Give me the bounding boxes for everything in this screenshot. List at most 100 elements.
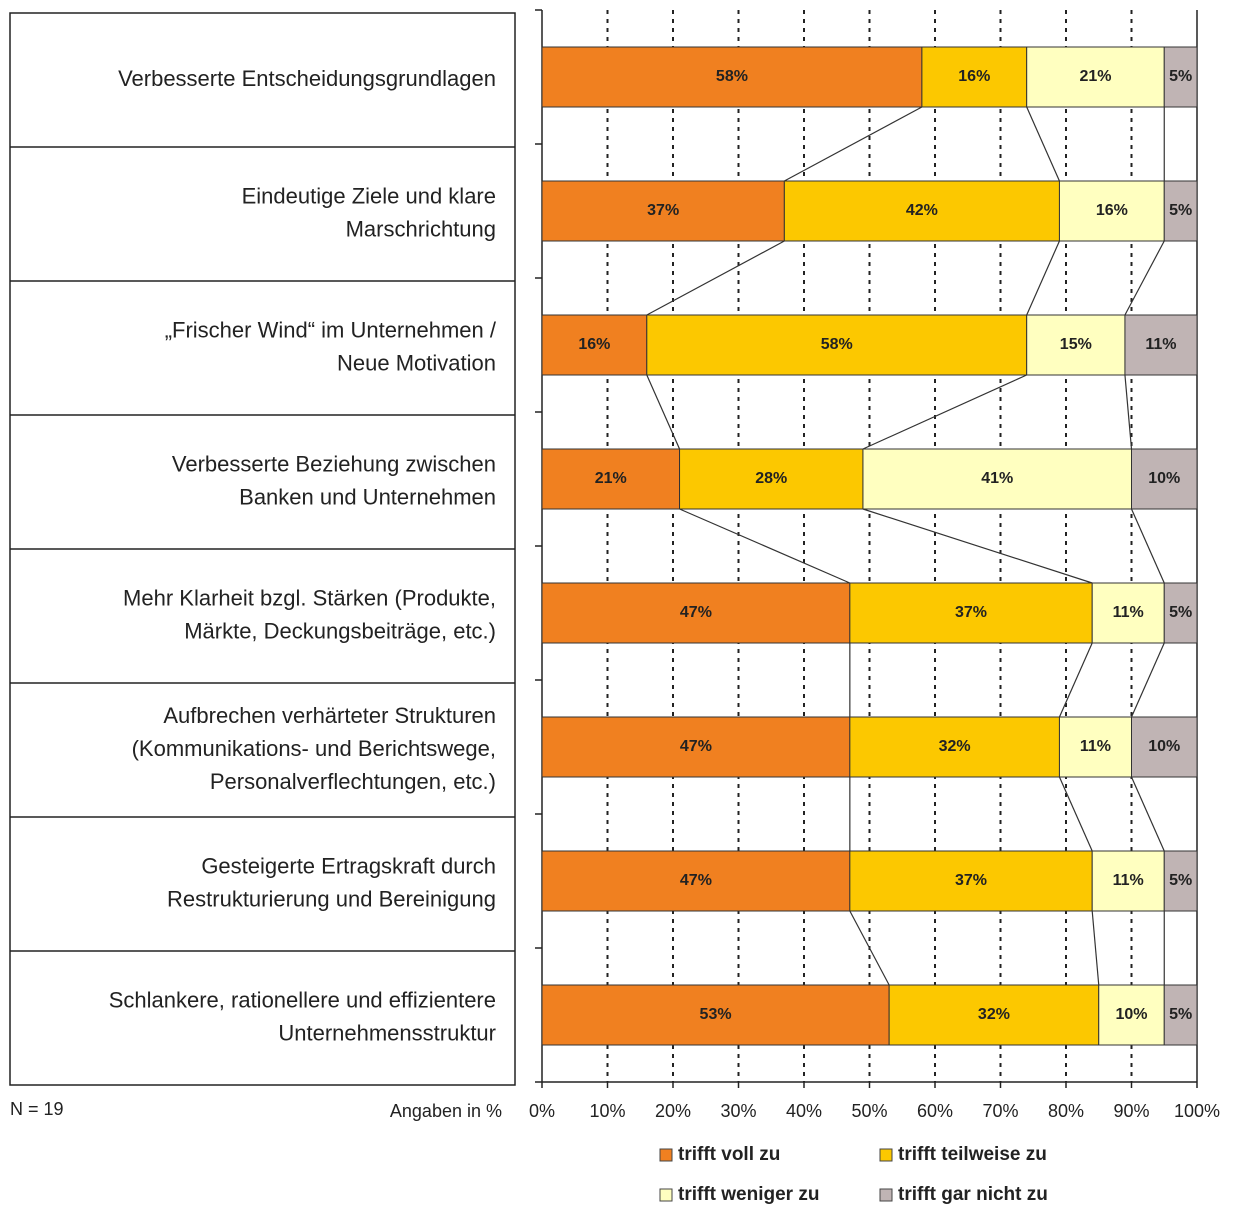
bar-segment bbox=[541, 46, 923, 108]
x-tick-label: 100% bbox=[1174, 1101, 1220, 1121]
bar-segment bbox=[541, 850, 851, 912]
bar-segment bbox=[541, 180, 785, 242]
bar-segment bbox=[1058, 180, 1165, 242]
value-label: 28% bbox=[755, 470, 787, 487]
connector-line bbox=[1124, 240, 1165, 316]
bar-segment bbox=[646, 314, 1028, 376]
value-label: 41% bbox=[981, 470, 1013, 487]
x-tick-label: 60% bbox=[917, 1101, 953, 1121]
category-label: Aufbrechen verhärteter Strukturen bbox=[163, 703, 496, 728]
category-label: „Frischer Wind“ im Unternehmen / bbox=[165, 317, 497, 342]
value-label: 37% bbox=[647, 202, 679, 219]
category-label: Unternehmensstruktur bbox=[278, 1020, 496, 1045]
connector-line bbox=[646, 374, 681, 450]
value-label: 47% bbox=[680, 604, 712, 621]
value-label: 16% bbox=[1096, 202, 1128, 219]
value-label: 5% bbox=[1169, 1006, 1192, 1023]
value-label: 53% bbox=[700, 1006, 732, 1023]
bar-segment bbox=[862, 448, 1132, 510]
category-label: Marschrichtung bbox=[346, 216, 496, 241]
value-label: 58% bbox=[716, 68, 748, 85]
x-tick-label: 50% bbox=[851, 1101, 887, 1121]
value-label: 10% bbox=[1148, 738, 1180, 755]
legend-swatch bbox=[879, 1188, 893, 1202]
value-label: 21% bbox=[595, 470, 627, 487]
category-label: Märkte, Deckungsbeiträge, etc.) bbox=[184, 618, 496, 643]
value-label: 5% bbox=[1169, 604, 1192, 621]
bar-segment bbox=[1131, 448, 1198, 510]
bar-segment bbox=[541, 314, 648, 376]
x-tick-label: 40% bbox=[786, 1101, 822, 1121]
value-label: 32% bbox=[939, 738, 971, 755]
x-tick-label: 10% bbox=[589, 1101, 625, 1121]
connector-line bbox=[784, 106, 923, 182]
connector-line bbox=[1058, 776, 1093, 852]
value-label: 10% bbox=[1148, 470, 1180, 487]
bar-segment bbox=[849, 850, 1093, 912]
value-label: 5% bbox=[1169, 872, 1192, 889]
connector-line bbox=[1026, 106, 1060, 182]
category-label: Verbesserte Entscheidungsgrundlagen bbox=[118, 66, 496, 91]
value-label: 10% bbox=[1115, 1006, 1147, 1023]
legend-swatch bbox=[879, 1148, 893, 1162]
x-tick-label: 30% bbox=[720, 1101, 756, 1121]
x-tick-label: 80% bbox=[1048, 1101, 1084, 1121]
value-label: 16% bbox=[578, 336, 610, 353]
value-label: 21% bbox=[1079, 68, 1111, 85]
value-label: 47% bbox=[680, 872, 712, 889]
bar-segment bbox=[1131, 716, 1198, 778]
legend-label: trifft gar nicht zu bbox=[898, 1184, 1048, 1205]
connector-line bbox=[862, 508, 1093, 584]
category-label: Mehr Klarheit bzgl. Stärken (Produkte, bbox=[123, 585, 496, 610]
x-tick-label: 0% bbox=[529, 1101, 555, 1121]
x-axis-label: Angaben in % bbox=[390, 1101, 502, 1121]
category-label: Verbesserte Beziehung zwischen bbox=[172, 451, 496, 476]
value-label: 32% bbox=[978, 1006, 1010, 1023]
bar-segment bbox=[541, 984, 890, 1046]
legend-swatch bbox=[659, 1188, 673, 1202]
connector-line bbox=[1026, 240, 1060, 316]
legend-label: trifft weniger zu bbox=[678, 1184, 819, 1205]
category-label: Restrukturierung und Bereinigung bbox=[167, 886, 496, 911]
connector-line bbox=[1130, 508, 1165, 584]
connector-line bbox=[646, 240, 785, 316]
connector-line bbox=[849, 910, 890, 986]
value-label: 5% bbox=[1169, 202, 1192, 219]
connector-line bbox=[1130, 776, 1165, 852]
category-label: Schlankere, rationellere und effizienter… bbox=[109, 987, 496, 1012]
value-label: 11% bbox=[1113, 872, 1144, 889]
value-label: 11% bbox=[1080, 738, 1111, 755]
connector-line bbox=[1058, 642, 1093, 718]
bar-segment bbox=[849, 582, 1093, 644]
value-label: 11% bbox=[1145, 336, 1176, 353]
x-tick-label: 70% bbox=[982, 1101, 1018, 1121]
category-label: Gesteigerte Ertragskraft durch bbox=[201, 853, 496, 878]
bar-segment bbox=[783, 180, 1060, 242]
value-label: 58% bbox=[821, 336, 853, 353]
legend-swatch bbox=[659, 1148, 673, 1162]
category-label: Neue Motivation bbox=[337, 350, 496, 375]
value-label: 47% bbox=[680, 738, 712, 755]
bar-segment bbox=[1091, 582, 1165, 644]
bar-segment bbox=[1163, 984, 1198, 1046]
note: N = 19 bbox=[10, 1099, 64, 1119]
value-label: 5% bbox=[1169, 68, 1192, 85]
value-label: 11% bbox=[1113, 604, 1144, 621]
bar-segment bbox=[541, 582, 851, 644]
bar-segment bbox=[679, 448, 864, 510]
bar-segment bbox=[1163, 180, 1198, 242]
category-label: Banken und Unternehmen bbox=[239, 484, 496, 509]
bar-segment bbox=[1091, 850, 1165, 912]
bar-segment bbox=[1163, 850, 1198, 912]
x-tick-label: 90% bbox=[1113, 1101, 1149, 1121]
connector-line bbox=[1091, 910, 1100, 986]
category-label: Personalverflechtungen, etc.) bbox=[210, 769, 496, 794]
category-label: Eindeutige Ziele und klare bbox=[242, 183, 496, 208]
x-tick-label: 20% bbox=[655, 1101, 691, 1121]
bar-segment bbox=[541, 448, 681, 510]
connector-line bbox=[679, 508, 851, 584]
value-label: 42% bbox=[906, 202, 938, 219]
connector-line bbox=[862, 374, 1027, 450]
connector-line bbox=[1130, 642, 1165, 718]
